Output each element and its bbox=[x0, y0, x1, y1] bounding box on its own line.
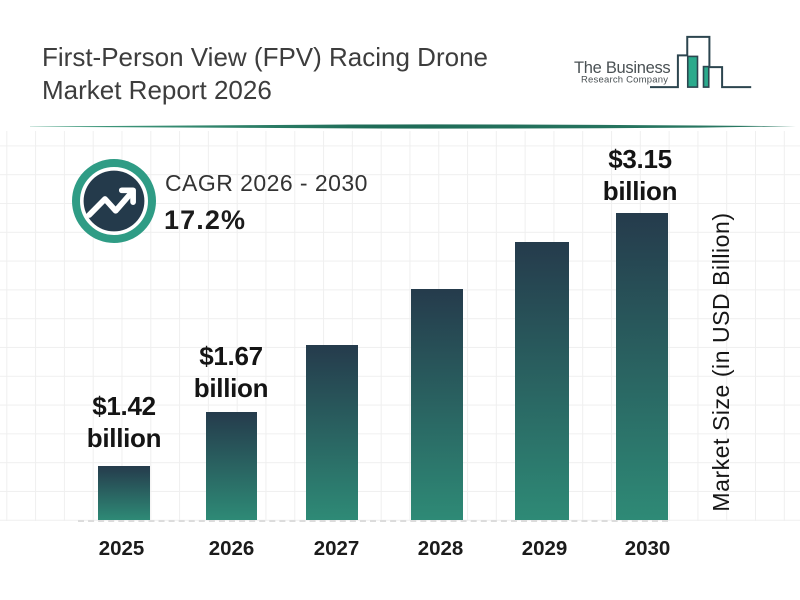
svg-text:The Business: The Business bbox=[574, 59, 670, 77]
svg-text:Research Company: Research Company bbox=[581, 75, 668, 86]
